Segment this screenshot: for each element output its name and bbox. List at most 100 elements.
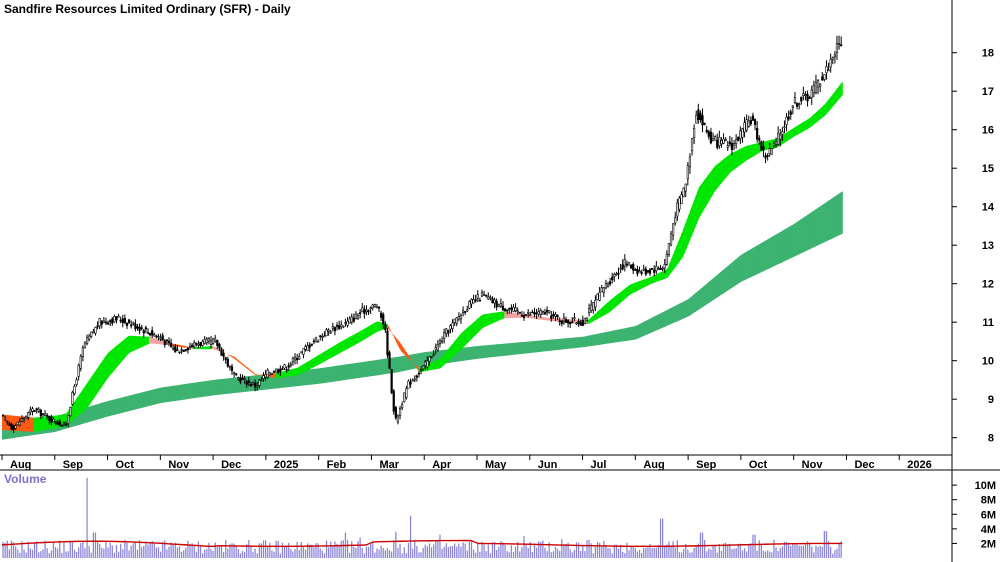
candle-down (753, 119, 757, 125)
candle-down (245, 381, 248, 385)
volume-average-path (1, 539, 843, 548)
candle-up (480, 292, 484, 297)
candle-up (686, 165, 689, 180)
candle-down (176, 349, 179, 351)
candle-up (275, 368, 278, 373)
price-tick-label: 8 (988, 433, 994, 445)
candle-up (814, 81, 818, 93)
volume-bars (2, 477, 842, 558)
candle-up (539, 310, 542, 316)
candle-up (493, 299, 496, 304)
candle-down (33, 410, 36, 412)
time-tick-label: Jun (538, 459, 558, 471)
short-band-segment (224, 352, 227, 354)
candle-down (254, 382, 257, 388)
candle-up (619, 268, 622, 270)
candle-down (762, 146, 765, 151)
candle-down (106, 322, 110, 325)
candle-down (296, 357, 299, 361)
candle-down (550, 315, 553, 319)
candle-up (831, 57, 834, 60)
candle-down (130, 324, 133, 327)
candle-down (524, 314, 528, 316)
candle-up (537, 311, 540, 315)
candle-down (392, 390, 395, 412)
price-tick-label: 17 (982, 86, 994, 98)
candle-up (445, 328, 448, 334)
candle-down (35, 408, 38, 411)
candle-up (825, 66, 828, 74)
candle-up (833, 54, 836, 58)
candle-down (707, 131, 710, 137)
candle-up (718, 136, 721, 147)
candle-up (573, 317, 576, 320)
candle-up (132, 322, 135, 325)
candle-up (340, 324, 343, 328)
candle-up (270, 372, 274, 375)
candle-down (6, 420, 9, 423)
candle-down (764, 155, 767, 159)
candle-up (396, 415, 400, 423)
price-tick-label: 18 (982, 48, 994, 60)
candle-down (533, 312, 536, 315)
candle-up (419, 369, 423, 372)
candle-up (457, 316, 460, 320)
candle-down (795, 102, 799, 107)
candle-down (737, 136, 740, 141)
time-tick-label: Feb (327, 459, 347, 471)
candle-down (510, 307, 513, 310)
volume-tick-label: 2M (981, 538, 996, 550)
price-tick-label: 12 (982, 279, 994, 291)
candle-up (18, 421, 21, 426)
candle-down (705, 129, 708, 133)
candle-up (85, 337, 89, 344)
candle-down (648, 269, 652, 274)
candle-down (123, 317, 126, 323)
candle-up (741, 128, 744, 138)
candle-up (804, 94, 807, 96)
candle-down (127, 319, 131, 323)
candle-up (453, 318, 456, 323)
candle-up (772, 143, 776, 146)
candle-down (640, 271, 643, 274)
candle-down (697, 109, 700, 121)
candle-up (440, 340, 444, 343)
volume-title: Volume (4, 472, 47, 486)
price-tick-label: 13 (982, 240, 994, 252)
candle-down (138, 326, 141, 332)
candle-down (186, 347, 189, 351)
candle-up (260, 379, 263, 381)
candle-up (613, 273, 616, 278)
candle-up (228, 365, 232, 368)
candle-down (239, 377, 242, 383)
candle-up (356, 315, 360, 319)
candle-up (598, 292, 601, 301)
candle-up (369, 307, 372, 310)
long-term-band (2, 191, 843, 440)
candle-up (585, 317, 589, 321)
candle-up (16, 421, 19, 426)
candle-down (390, 369, 393, 394)
candle-up (615, 273, 618, 276)
volume-tick-label: 6M (981, 509, 996, 521)
candle-up (434, 347, 437, 350)
time-tick-label: Mar (379, 459, 399, 471)
candle-down (566, 320, 570, 324)
candle-up (688, 156, 692, 168)
candle-down (64, 423, 68, 426)
candle-up (264, 373, 267, 378)
candle-up (180, 349, 183, 351)
candle-up (638, 270, 641, 273)
candle-up (329, 331, 332, 334)
candle-up (711, 138, 715, 142)
candle-down (56, 422, 59, 425)
candle-down (552, 314, 555, 317)
candle-down (474, 299, 477, 302)
candle-down (520, 315, 523, 317)
candle-up (327, 329, 330, 332)
candle-down (178, 351, 181, 354)
candle-up (837, 42, 841, 45)
candle-down (335, 325, 339, 327)
candle-up (594, 299, 597, 308)
candle-up (588, 308, 591, 314)
